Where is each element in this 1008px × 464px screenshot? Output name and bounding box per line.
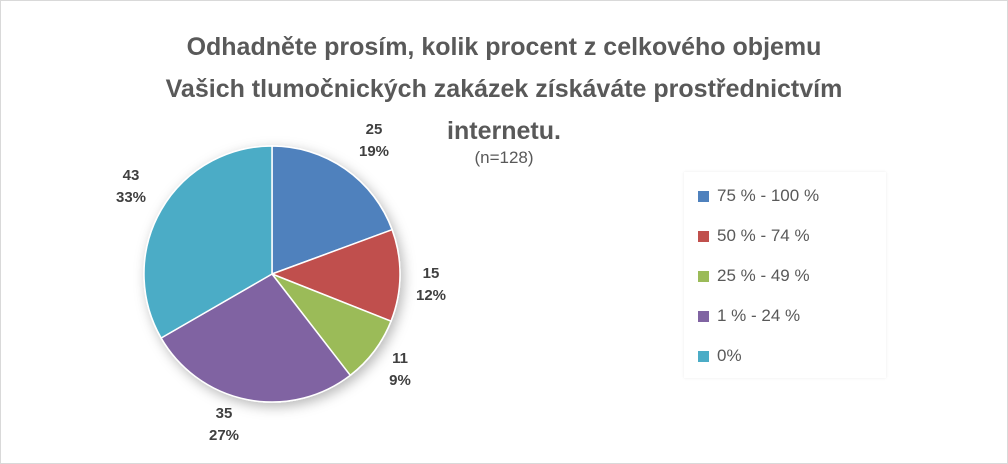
- legend-item-0: 75 % - 100 %: [698, 184, 819, 208]
- legend-swatch: [698, 310, 709, 322]
- pie-slice-3: [160, 273, 352, 403]
- chart-subtitle: (n=128): [474, 148, 534, 167]
- slice-percent-label-2: 9%: [389, 372, 411, 389]
- slice-value-label-0: 25: [366, 121, 383, 138]
- slice-value-label-4: 43: [123, 167, 140, 184]
- legend-label: 25 % - 49 %: [717, 266, 810, 285]
- legend-label: 0%: [717, 346, 742, 365]
- legend-item-2: 25 % - 49 %: [698, 264, 810, 288]
- legend-label: 1 % - 24 %: [717, 306, 801, 325]
- legend-label: 75 % - 100 %: [717, 186, 820, 205]
- pie-slice-4: [143, 145, 273, 340]
- slice-percent-label-4: 33%: [116, 189, 146, 206]
- slice-value-label-1: 15: [423, 265, 440, 282]
- chart-title: Odhadněte prosím, kolik procent z celkov…: [0, 26, 1008, 152]
- slice-value-label-3: 35: [216, 405, 233, 422]
- legend-item-1: 50 % - 74 %: [698, 224, 810, 248]
- legend-swatch: [698, 350, 709, 362]
- legend-swatch: [698, 190, 709, 202]
- slice-percent-label-1: 12%: [416, 287, 446, 304]
- slice-percent-label-3: 27%: [209, 427, 239, 444]
- legend-item-4: 0%: [698, 344, 742, 368]
- legend-swatch: [698, 270, 709, 282]
- chart-legend: 75 % - 100 % 50 % - 74 % 25 % - 49 % 1 % - …: [684, 172, 886, 378]
- slice-percent-label-0: 19%: [359, 143, 389, 160]
- legend-item-3: 1 % - 24 %: [698, 304, 800, 328]
- pie-slice-0: [271, 145, 394, 276]
- legend-swatch: [698, 230, 709, 242]
- slice-value-label-2: 11: [392, 350, 408, 367]
- chart-title-line-3: internetu.: [447, 117, 561, 145]
- pie-slice-1: [269, 228, 401, 323]
- chart-title-line-1: Odhadněte prosím, kolik procent z celkov…: [186, 33, 822, 61]
- chart-title-line-2: Vašich tlumočnických zakázek získáváte p…: [165, 75, 843, 103]
- legend-label: 50 % - 74 %: [717, 226, 810, 245]
